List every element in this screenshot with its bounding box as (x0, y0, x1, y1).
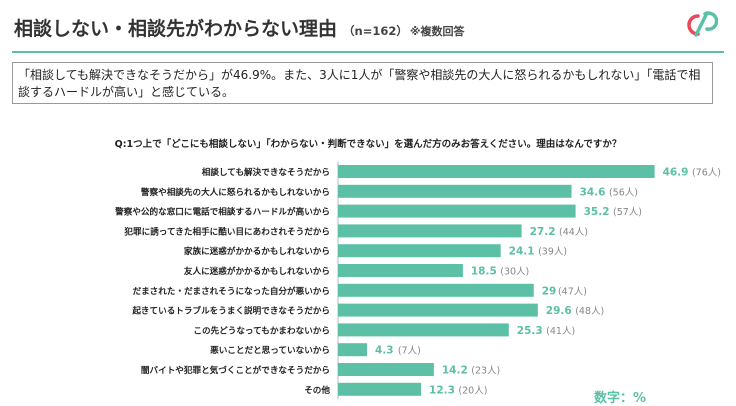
category-label: 犯罪に誘ってきた相手に酷い目にあわされそうだから (123, 225, 330, 237)
category-label: 友人に迷惑がかかるかもしれないから (184, 265, 330, 277)
summary-box: 「相談しても解決できなそうだから」が46.9%。また、3人に1人が「警察や相談先… (12, 62, 713, 104)
value-label: 24.1 (509, 246, 535, 258)
question-text: Q:1つ上で「どこにも相談しない」「わからない・判断できない」を選んだ方のみお答… (114, 139, 622, 150)
logo-teal-arc (703, 11, 718, 31)
respondent-count-label: (7人) (398, 346, 421, 357)
category-label: 警察や公的な窓口に電話で相談するハードルが高いから (115, 206, 330, 218)
respondent-count-label: (76人) (692, 168, 721, 179)
value-label: 29.6 (546, 305, 572, 317)
brand-logo-icon (687, 11, 718, 37)
respondent-count-label: (44人) (559, 227, 588, 238)
category-label: 家族に迷惑がかかるかもしれないから (184, 245, 330, 257)
respondent-count-label: (30人) (500, 267, 529, 278)
category-label: 起きているトラブルをうまく説明できなそうだから (131, 305, 330, 317)
respondent-count-label: (23人) (471, 366, 500, 377)
bar (338, 363, 434, 376)
multiple-answer-note: ※複数回答 (409, 25, 465, 38)
respondent-count-label: (57人) (613, 207, 642, 218)
respondent-count-label: (39人) (538, 247, 567, 258)
sample-size: （n=162） (343, 24, 408, 38)
value-label: 34.6 (580, 186, 606, 198)
header-divider (12, 51, 724, 53)
bar (338, 204, 576, 218)
respondent-count-label: (56人) (609, 187, 638, 198)
unit-label: 数字：% (594, 391, 647, 406)
category-label: 悪いことだと思っていないから (210, 345, 330, 356)
respondent-count-label: (47人) (558, 286, 587, 297)
respondent-count-label: (20人) (458, 385, 487, 396)
bar (338, 244, 501, 258)
category-label: 相談しても解決できなそうだから (202, 166, 330, 178)
value-label: 25.3 (517, 325, 543, 337)
category-label: 警察や相談先の大人に怒られるかもしれないから (141, 186, 330, 198)
respondent-count-label: (48人) (575, 306, 604, 317)
value-label: 4.3 (375, 345, 394, 357)
category-label: だまされた・だまされそうになった自分が悪いから (133, 285, 330, 297)
value-label: 27.2 (530, 226, 556, 238)
bar (338, 323, 509, 337)
value-label: 35.2 (584, 206, 610, 218)
bar (338, 165, 655, 178)
bar (338, 283, 534, 297)
logo-slash (694, 11, 709, 37)
category-label: 闇バイトや犯罪と気づくことができなそうだから (141, 364, 330, 376)
respondent-count-label: (41人) (546, 326, 575, 337)
title-text: 相談しない・相談先がわからない理由 (14, 18, 338, 40)
bar (338, 382, 422, 396)
value-label: 12.3 (429, 384, 455, 396)
bar (338, 303, 538, 317)
page-title: 相談しない・相談先がわからない理由 （n=162） ※複数回答 (14, 14, 465, 41)
bar (338, 343, 368, 357)
category-label: その他 (304, 384, 330, 396)
value-label: 46.9 (663, 167, 689, 179)
bar (338, 184, 572, 198)
category-label: この先どうなってもかまわないから (193, 324, 330, 336)
value-label: 18.5 (471, 266, 497, 278)
value-label: 14.2 (442, 365, 468, 377)
bar (338, 264, 463, 277)
value-label: 29 (542, 285, 557, 297)
bar (338, 224, 522, 238)
